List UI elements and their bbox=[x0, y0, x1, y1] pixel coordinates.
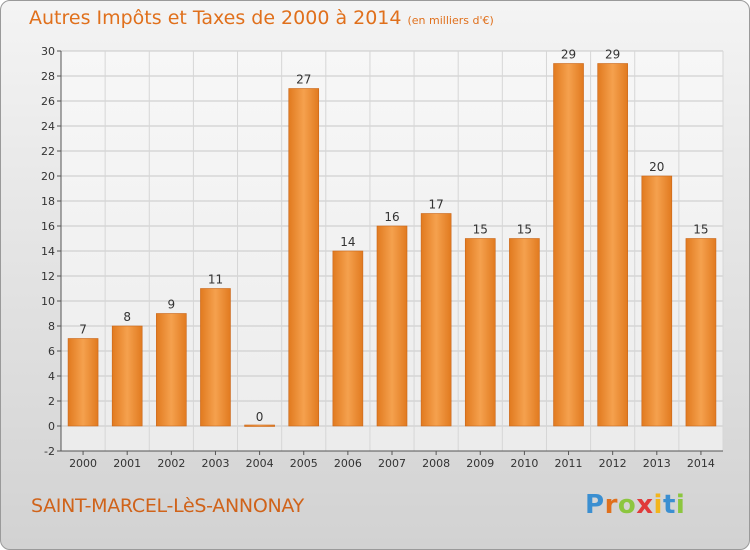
proxiti-logo: Proxiti bbox=[585, 490, 685, 520]
y-tick-label: 16 bbox=[41, 220, 55, 233]
value-label-2001: 8 bbox=[123, 310, 131, 324]
bar-2000 bbox=[67, 338, 99, 427]
value-label-2007: 16 bbox=[384, 210, 399, 224]
x-tick-label-2000: 2000 bbox=[69, 457, 97, 470]
commune-name: SAINT-MARCEL-LèS-ANNONAY bbox=[31, 495, 304, 517]
y-tick-label: 22 bbox=[41, 145, 55, 158]
y-tick-label: 10 bbox=[41, 295, 55, 308]
logo-letter: r bbox=[604, 490, 618, 520]
bar-2002 bbox=[156, 313, 187, 427]
value-label-2013: 20 bbox=[649, 160, 664, 174]
y-tick-label: 6 bbox=[48, 345, 55, 358]
value-label-2010: 15 bbox=[517, 223, 532, 237]
x-tick-label-2004: 2004 bbox=[246, 457, 274, 470]
bar-2009 bbox=[464, 238, 496, 427]
bar-2004 bbox=[244, 424, 275, 427]
value-label-2003: 11 bbox=[208, 273, 223, 287]
value-label-2008: 17 bbox=[428, 198, 443, 212]
x-tick-label-2003: 2003 bbox=[201, 457, 229, 470]
x-tick-label-2014: 2014 bbox=[687, 457, 715, 470]
value-label-2009: 15 bbox=[473, 223, 488, 237]
value-label-2004: 0 bbox=[256, 410, 264, 424]
value-label-2012: 29 bbox=[605, 48, 620, 62]
value-label-2002: 9 bbox=[168, 298, 176, 312]
bar-2011 bbox=[553, 63, 584, 427]
value-label-2014: 15 bbox=[693, 223, 708, 237]
y-tick-label: 4 bbox=[48, 370, 55, 383]
bar-2008 bbox=[420, 213, 452, 427]
bar-2010 bbox=[509, 238, 540, 427]
x-tick-label-2001: 2001 bbox=[113, 457, 141, 470]
logo-letter: o bbox=[617, 490, 637, 520]
y-tick-label: 20 bbox=[41, 170, 55, 183]
y-tick-label: 26 bbox=[41, 95, 55, 108]
bar-2001 bbox=[111, 325, 143, 427]
x-tick-label-2012: 2012 bbox=[599, 457, 627, 470]
x-tick-label-2005: 2005 bbox=[290, 457, 318, 470]
value-label-2000: 7 bbox=[79, 323, 87, 337]
y-tick-label: 30 bbox=[41, 45, 55, 58]
logo-letter: t bbox=[662, 490, 676, 520]
logo-letter: i bbox=[675, 490, 686, 520]
bar-2003 bbox=[200, 288, 231, 427]
chart-title-text: Autres Impôts et Taxes de 2000 à 2014 bbox=[29, 7, 402, 29]
x-tick-label-2007: 2007 bbox=[378, 457, 406, 470]
logo-letter: x bbox=[636, 490, 654, 520]
y-tick-label: -2 bbox=[44, 445, 55, 458]
bar-2006 bbox=[332, 250, 364, 427]
value-label-2006: 14 bbox=[340, 235, 355, 249]
y-tick-label: 14 bbox=[41, 245, 55, 258]
value-label-2005: 27 bbox=[296, 73, 311, 87]
bar-2013 bbox=[641, 175, 673, 427]
y-tick-label: 18 bbox=[41, 195, 55, 208]
bar-2012 bbox=[597, 63, 628, 427]
x-tick-label-2013: 2013 bbox=[643, 457, 671, 470]
value-label-2011: 29 bbox=[561, 48, 576, 62]
x-tick-label-2006: 2006 bbox=[334, 457, 362, 470]
bar-2005 bbox=[288, 88, 320, 427]
bar-2007 bbox=[376, 225, 408, 427]
x-tick-label-2011: 2011 bbox=[555, 457, 583, 470]
chart-title: Autres Impôts et Taxes de 2000 à 2014 (en… bbox=[29, 7, 494, 29]
x-tick-label-2008: 2008 bbox=[422, 457, 450, 470]
chart-subtitle: (en milliers d'€) bbox=[407, 14, 494, 27]
y-tick-label: 12 bbox=[41, 270, 55, 283]
y-tick-label: 24 bbox=[41, 120, 55, 133]
x-tick-label-2002: 2002 bbox=[157, 457, 185, 470]
x-tick-label-2010: 2010 bbox=[510, 457, 538, 470]
y-tick-label: 0 bbox=[48, 420, 55, 433]
y-tick-label: 28 bbox=[41, 70, 55, 83]
logo-letter: i bbox=[653, 490, 663, 520]
y-tick-label: 2 bbox=[48, 395, 55, 408]
y-tick-label: 8 bbox=[48, 320, 55, 333]
logo-letter: P bbox=[585, 490, 605, 520]
bar-2014 bbox=[685, 238, 717, 427]
x-tick-label-2009: 2009 bbox=[466, 457, 494, 470]
